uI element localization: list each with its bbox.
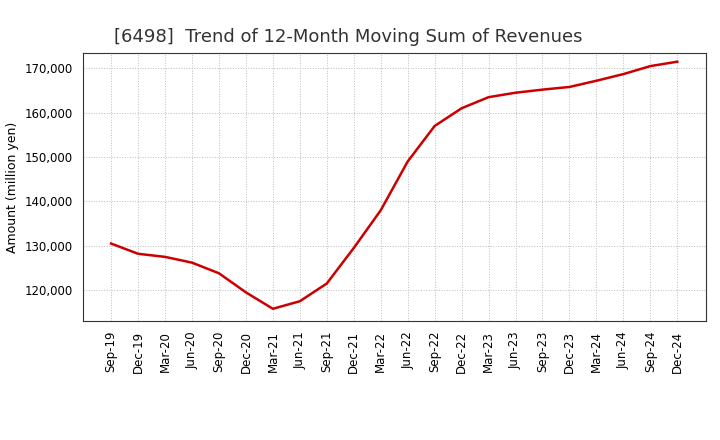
Text: [6498]  Trend of 12-Month Moving Sum of Revenues: [6498] Trend of 12-Month Moving Sum of R… [114,28,582,46]
Y-axis label: Amount (million yen): Amount (million yen) [6,121,19,253]
